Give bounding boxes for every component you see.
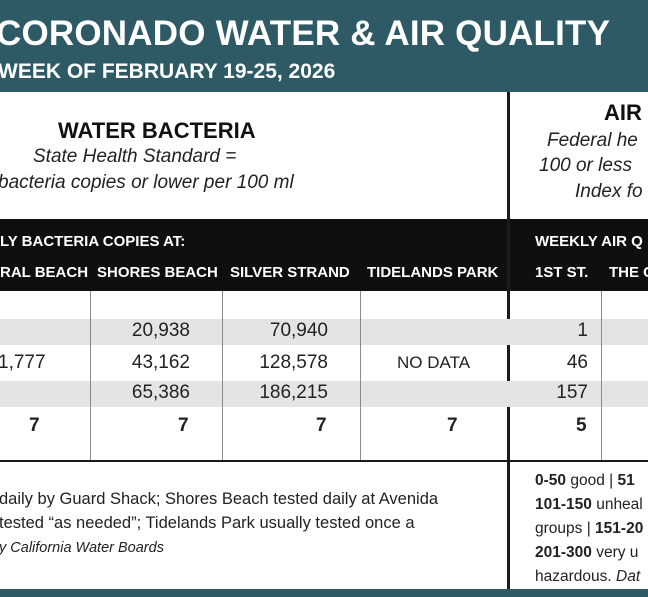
page-title: CORONADO WATER & AIR QUALITY <box>0 14 611 53</box>
water-note-source: y California Water Boards <box>0 540 164 556</box>
table-cell: 1,777 <box>0 352 46 373</box>
table-cell: 186,215 <box>259 382 328 403</box>
air-heading: AIR <box>604 100 642 125</box>
aqi-scale-line3: groups | 151-20 <box>535 520 644 537</box>
aqi-scale-line4: 201-300 very u <box>535 544 639 561</box>
water-bar-label: LY BACTERIA COPIES AT: <box>0 233 186 250</box>
table-cell: 70,940 <box>269 320 328 341</box>
table-cell: 1 <box>577 320 588 341</box>
week-subtitle: WEEK OF FEBRUARY 19-25, 2026 <box>0 60 336 83</box>
table-bottom-rule <box>0 460 648 462</box>
table-cell: 20,938 <box>131 320 190 341</box>
water-heading: WATER BACTERIA <box>58 118 256 143</box>
table-cell: 65,386 <box>131 382 190 403</box>
table-cell-days: 5 <box>576 415 587 436</box>
air-standard-line1: Federal he <box>547 130 638 151</box>
table-row-shade <box>0 319 648 345</box>
col-head-silver-strand: SILVER STRAND <box>230 264 350 281</box>
col-head-shores-beach: SHORES BEACH <box>97 264 218 281</box>
column-separator <box>222 291 223 461</box>
table-cell: 157 <box>556 382 588 403</box>
table-cell-days: 7 <box>29 415 40 436</box>
water-note-line2: tested “as needed”; Tidelands Park usual… <box>0 514 415 532</box>
table-cell: 46 <box>566 352 588 373</box>
table-cell-no-data: NO DATA <box>397 353 471 372</box>
aqi-scale-line2: 101-150 unheal <box>535 496 643 513</box>
table-cell: 128,578 <box>259 352 328 373</box>
column-separator <box>90 291 91 461</box>
aqi-scale-line5: hazardous. Dat <box>535 568 641 585</box>
table-cell-days: 7 <box>316 415 327 436</box>
table-cell-days: 7 <box>447 415 458 436</box>
table-cell: 43,162 <box>131 352 190 373</box>
air-standard-line3: Index fo <box>575 181 643 202</box>
column-separator <box>360 291 361 461</box>
header-bar <box>0 0 648 92</box>
col-head-central-beach: RAL BEACH <box>0 264 89 281</box>
water-standard-line1: State Health Standard = <box>33 146 237 167</box>
col-head-tidelands-park: TIDELANDS PARK <box>367 264 499 281</box>
air-standard-line2: 100 or less <box>539 155 632 176</box>
column-separator <box>601 291 602 461</box>
water-standard-line2: bacteria copies or lower per 100 ml <box>0 172 294 193</box>
air-bar-label: WEEKLY AIR Q <box>535 233 643 250</box>
col-head-1st-st: 1ST ST. <box>535 264 589 281</box>
water-note-line1: daily by Guard Shack; Shores Beach teste… <box>0 490 439 508</box>
col-head-air-2: THE C <box>609 264 648 281</box>
table-cell-days: 7 <box>178 415 189 436</box>
table-row-shade <box>0 381 648 407</box>
footer-bar <box>0 589 648 597</box>
table-header-bar <box>0 219 648 291</box>
aqi-scale-line1: 0-50 good | 51 <box>535 472 635 489</box>
